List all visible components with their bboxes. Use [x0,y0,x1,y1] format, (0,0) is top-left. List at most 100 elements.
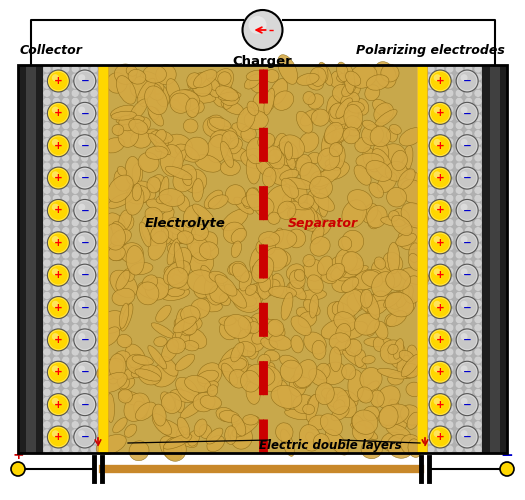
Circle shape [62,81,70,89]
Circle shape [52,204,59,210]
Text: +: + [436,368,445,378]
Circle shape [71,90,79,98]
Circle shape [465,251,472,259]
Circle shape [71,340,79,348]
Circle shape [90,243,98,251]
Ellipse shape [352,284,370,312]
Ellipse shape [118,390,144,406]
Circle shape [456,426,478,448]
Text: Collector: Collector [20,44,83,57]
Circle shape [52,430,59,437]
Circle shape [71,73,79,81]
Ellipse shape [402,364,419,378]
Ellipse shape [396,286,409,308]
Ellipse shape [204,381,218,391]
Circle shape [474,324,482,332]
Circle shape [427,412,435,420]
Circle shape [474,404,482,412]
Ellipse shape [340,322,367,339]
Ellipse shape [276,142,298,166]
Circle shape [81,170,89,178]
Ellipse shape [138,364,162,385]
Circle shape [47,264,69,286]
Ellipse shape [131,131,151,148]
Circle shape [465,300,472,308]
Ellipse shape [408,254,421,270]
Circle shape [460,106,468,114]
Ellipse shape [232,263,249,282]
Circle shape [427,130,435,138]
Ellipse shape [194,275,212,298]
Text: Electrolyte: Electrolyte [145,218,226,230]
Ellipse shape [161,288,190,300]
Ellipse shape [386,128,397,142]
Ellipse shape [311,226,324,244]
Circle shape [81,292,89,300]
Circle shape [52,139,59,146]
Circle shape [455,356,463,364]
Circle shape [90,404,98,412]
Circle shape [78,366,85,372]
Circle shape [78,430,85,437]
Circle shape [52,170,60,178]
Ellipse shape [240,370,260,392]
Circle shape [52,186,60,194]
Ellipse shape [287,201,312,210]
Ellipse shape [182,320,197,335]
Circle shape [43,65,51,73]
Ellipse shape [126,122,138,134]
Ellipse shape [409,243,421,262]
Ellipse shape [156,419,183,438]
Ellipse shape [397,356,418,378]
Ellipse shape [386,188,406,207]
Circle shape [446,429,454,437]
Circle shape [43,429,51,437]
Circle shape [436,372,444,380]
Circle shape [71,98,79,106]
Circle shape [427,364,435,372]
Ellipse shape [108,192,133,208]
Bar [489,65,499,453]
Circle shape [81,235,89,243]
Ellipse shape [387,292,402,309]
Text: +: + [54,173,63,183]
Ellipse shape [223,222,245,244]
Circle shape [90,146,98,154]
Ellipse shape [338,290,363,318]
Circle shape [62,154,70,162]
Circle shape [465,81,472,89]
Ellipse shape [352,420,374,442]
Ellipse shape [113,418,127,433]
Ellipse shape [269,230,297,249]
Circle shape [81,275,89,283]
Circle shape [436,437,444,445]
Circle shape [456,329,478,351]
Circle shape [62,316,70,324]
Ellipse shape [362,356,375,364]
Circle shape [474,106,482,114]
Ellipse shape [159,188,185,206]
Circle shape [427,106,435,114]
Ellipse shape [299,132,319,152]
Circle shape [434,74,440,81]
Text: +: + [436,108,445,118]
Ellipse shape [392,208,410,225]
Circle shape [90,81,98,89]
Circle shape [474,186,482,194]
Circle shape [43,210,51,218]
Ellipse shape [131,181,156,203]
Ellipse shape [166,274,190,290]
Ellipse shape [237,294,257,306]
Circle shape [81,114,89,122]
Ellipse shape [164,438,186,462]
Ellipse shape [352,270,382,290]
Circle shape [81,388,89,396]
Circle shape [455,437,463,445]
Ellipse shape [328,102,358,126]
Circle shape [465,235,472,243]
Ellipse shape [220,160,240,176]
Ellipse shape [103,138,124,153]
Ellipse shape [374,103,394,123]
Text: −: − [463,206,471,216]
Circle shape [74,426,96,448]
